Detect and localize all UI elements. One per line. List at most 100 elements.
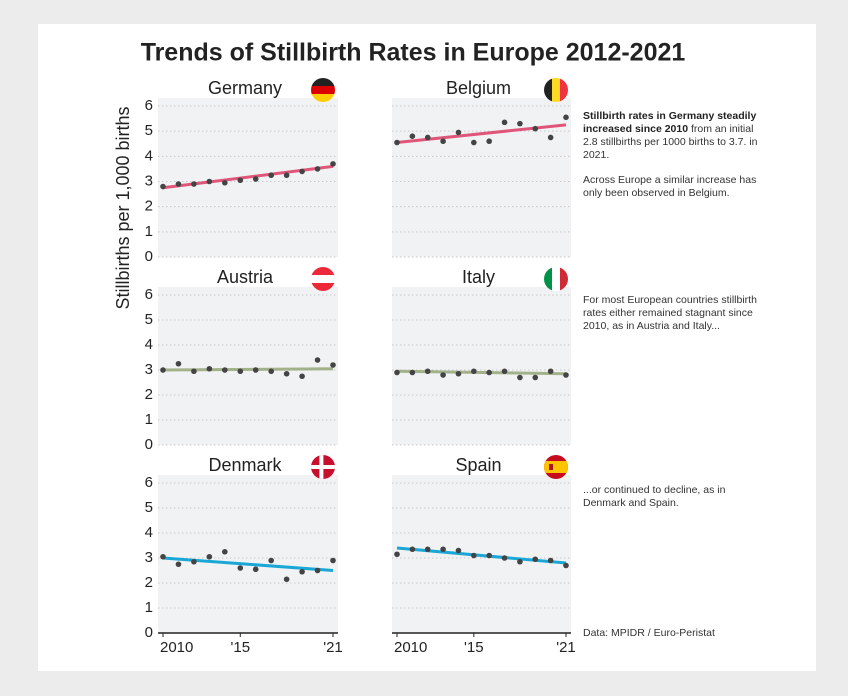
data-point [455, 370, 462, 377]
y-tick-label: 5 [145, 499, 153, 516]
trend-line [162, 367, 334, 372]
y-tick-label: 1 [145, 599, 153, 616]
flag [544, 455, 568, 479]
data-point [252, 566, 259, 573]
flag [544, 78, 568, 102]
y-axis-label: Stillbirths per 1,000 births [113, 106, 133, 309]
y-tick-label: 5 [145, 311, 153, 328]
annotation: ...or continued to decline, as in Denmar… [583, 484, 726, 509]
data-point [283, 370, 290, 377]
data-point [268, 368, 274, 375]
panel-title: Denmark [208, 455, 282, 475]
data-point [455, 129, 462, 136]
trend-line [396, 546, 567, 565]
panel-title: Spain [455, 455, 501, 475]
y-tick-label: 6 [145, 474, 153, 491]
x-tick-label: '21 [556, 639, 576, 656]
data-point [160, 367, 166, 373]
data-point [547, 368, 554, 375]
data-point [440, 372, 446, 378]
annotation-bold: Stillbirth rates in Germany steadily inc… [583, 110, 757, 135]
y-tick-label: 4 [145, 336, 153, 353]
data-point [206, 365, 213, 372]
data-point [563, 372, 569, 378]
y-tick-label: 2 [145, 198, 153, 215]
data-point [424, 546, 431, 553]
data-point [501, 368, 508, 375]
data-point [424, 134, 431, 141]
data-point [394, 139, 400, 146]
data-point [330, 557, 336, 564]
data-point [206, 553, 213, 560]
plot-background [392, 287, 571, 445]
flag [544, 267, 568, 291]
data-point [237, 368, 244, 375]
data-point [314, 166, 321, 172]
data-point [471, 368, 477, 375]
plot-background [392, 98, 571, 257]
x-tick-label: '21 [323, 639, 343, 656]
annotation: For most European countries stillbirth r… [583, 294, 757, 332]
data-point [409, 546, 416, 553]
y-tick-label: 2 [145, 574, 153, 591]
data-point [440, 138, 446, 145]
plot-background [158, 287, 338, 445]
data-point [206, 178, 213, 185]
y-tick-label: 6 [145, 286, 153, 303]
x-tick-label: '15 [464, 639, 484, 656]
chart-title: Trends of Stillbirth Rates in Europe 201… [141, 39, 686, 67]
x-tick-label: '15 [230, 639, 250, 656]
data-point [440, 546, 446, 553]
data-point [299, 373, 305, 380]
data-point [532, 556, 539, 563]
data-point [160, 553, 166, 560]
y-tick-label: 0 [145, 248, 153, 265]
data-point [330, 362, 336, 368]
data-point [191, 558, 197, 565]
data-point [222, 548, 228, 555]
data-point [252, 367, 259, 373]
data-point [409, 369, 416, 376]
y-tick-label: 1 [145, 411, 153, 428]
y-tick-label: 0 [145, 624, 153, 641]
data-point [486, 138, 492, 145]
data-point [237, 177, 244, 184]
annotation-text: from an initial 2.8 stillbirths per 1000… [583, 123, 758, 161]
data-point [501, 555, 508, 561]
data-point [563, 114, 569, 121]
trend-line [162, 556, 334, 572]
data-point [501, 119, 508, 126]
data-point [517, 120, 523, 127]
data-point [283, 576, 290, 583]
y-tick-label: 0 [145, 436, 153, 453]
data-point [471, 552, 477, 559]
data-point [563, 562, 569, 569]
data-point [314, 567, 321, 574]
data-point [175, 360, 182, 367]
flag [311, 455, 335, 479]
x-tick-label: 2010 [160, 639, 193, 656]
data-point [283, 172, 290, 179]
y-tick-label: 4 [145, 524, 153, 541]
data-point [268, 172, 274, 179]
data-point [252, 176, 259, 182]
y-tick-label: 1 [145, 223, 153, 240]
flag [311, 78, 335, 102]
data-point [268, 557, 274, 564]
data-point [394, 551, 400, 558]
data-point [160, 183, 166, 190]
panel-title: Italy [462, 267, 495, 287]
data-point [330, 161, 336, 167]
y-tick-label: 6 [145, 97, 153, 114]
data-point [299, 168, 305, 175]
y-tick-label: 5 [145, 122, 153, 139]
y-tick-label: 3 [145, 172, 153, 189]
y-tick-label: 3 [145, 361, 153, 378]
data-point [314, 357, 321, 363]
data-point [424, 368, 431, 375]
panel-title: Belgium [446, 78, 511, 98]
panel-title: Germany [208, 78, 282, 98]
data-point [486, 369, 492, 376]
